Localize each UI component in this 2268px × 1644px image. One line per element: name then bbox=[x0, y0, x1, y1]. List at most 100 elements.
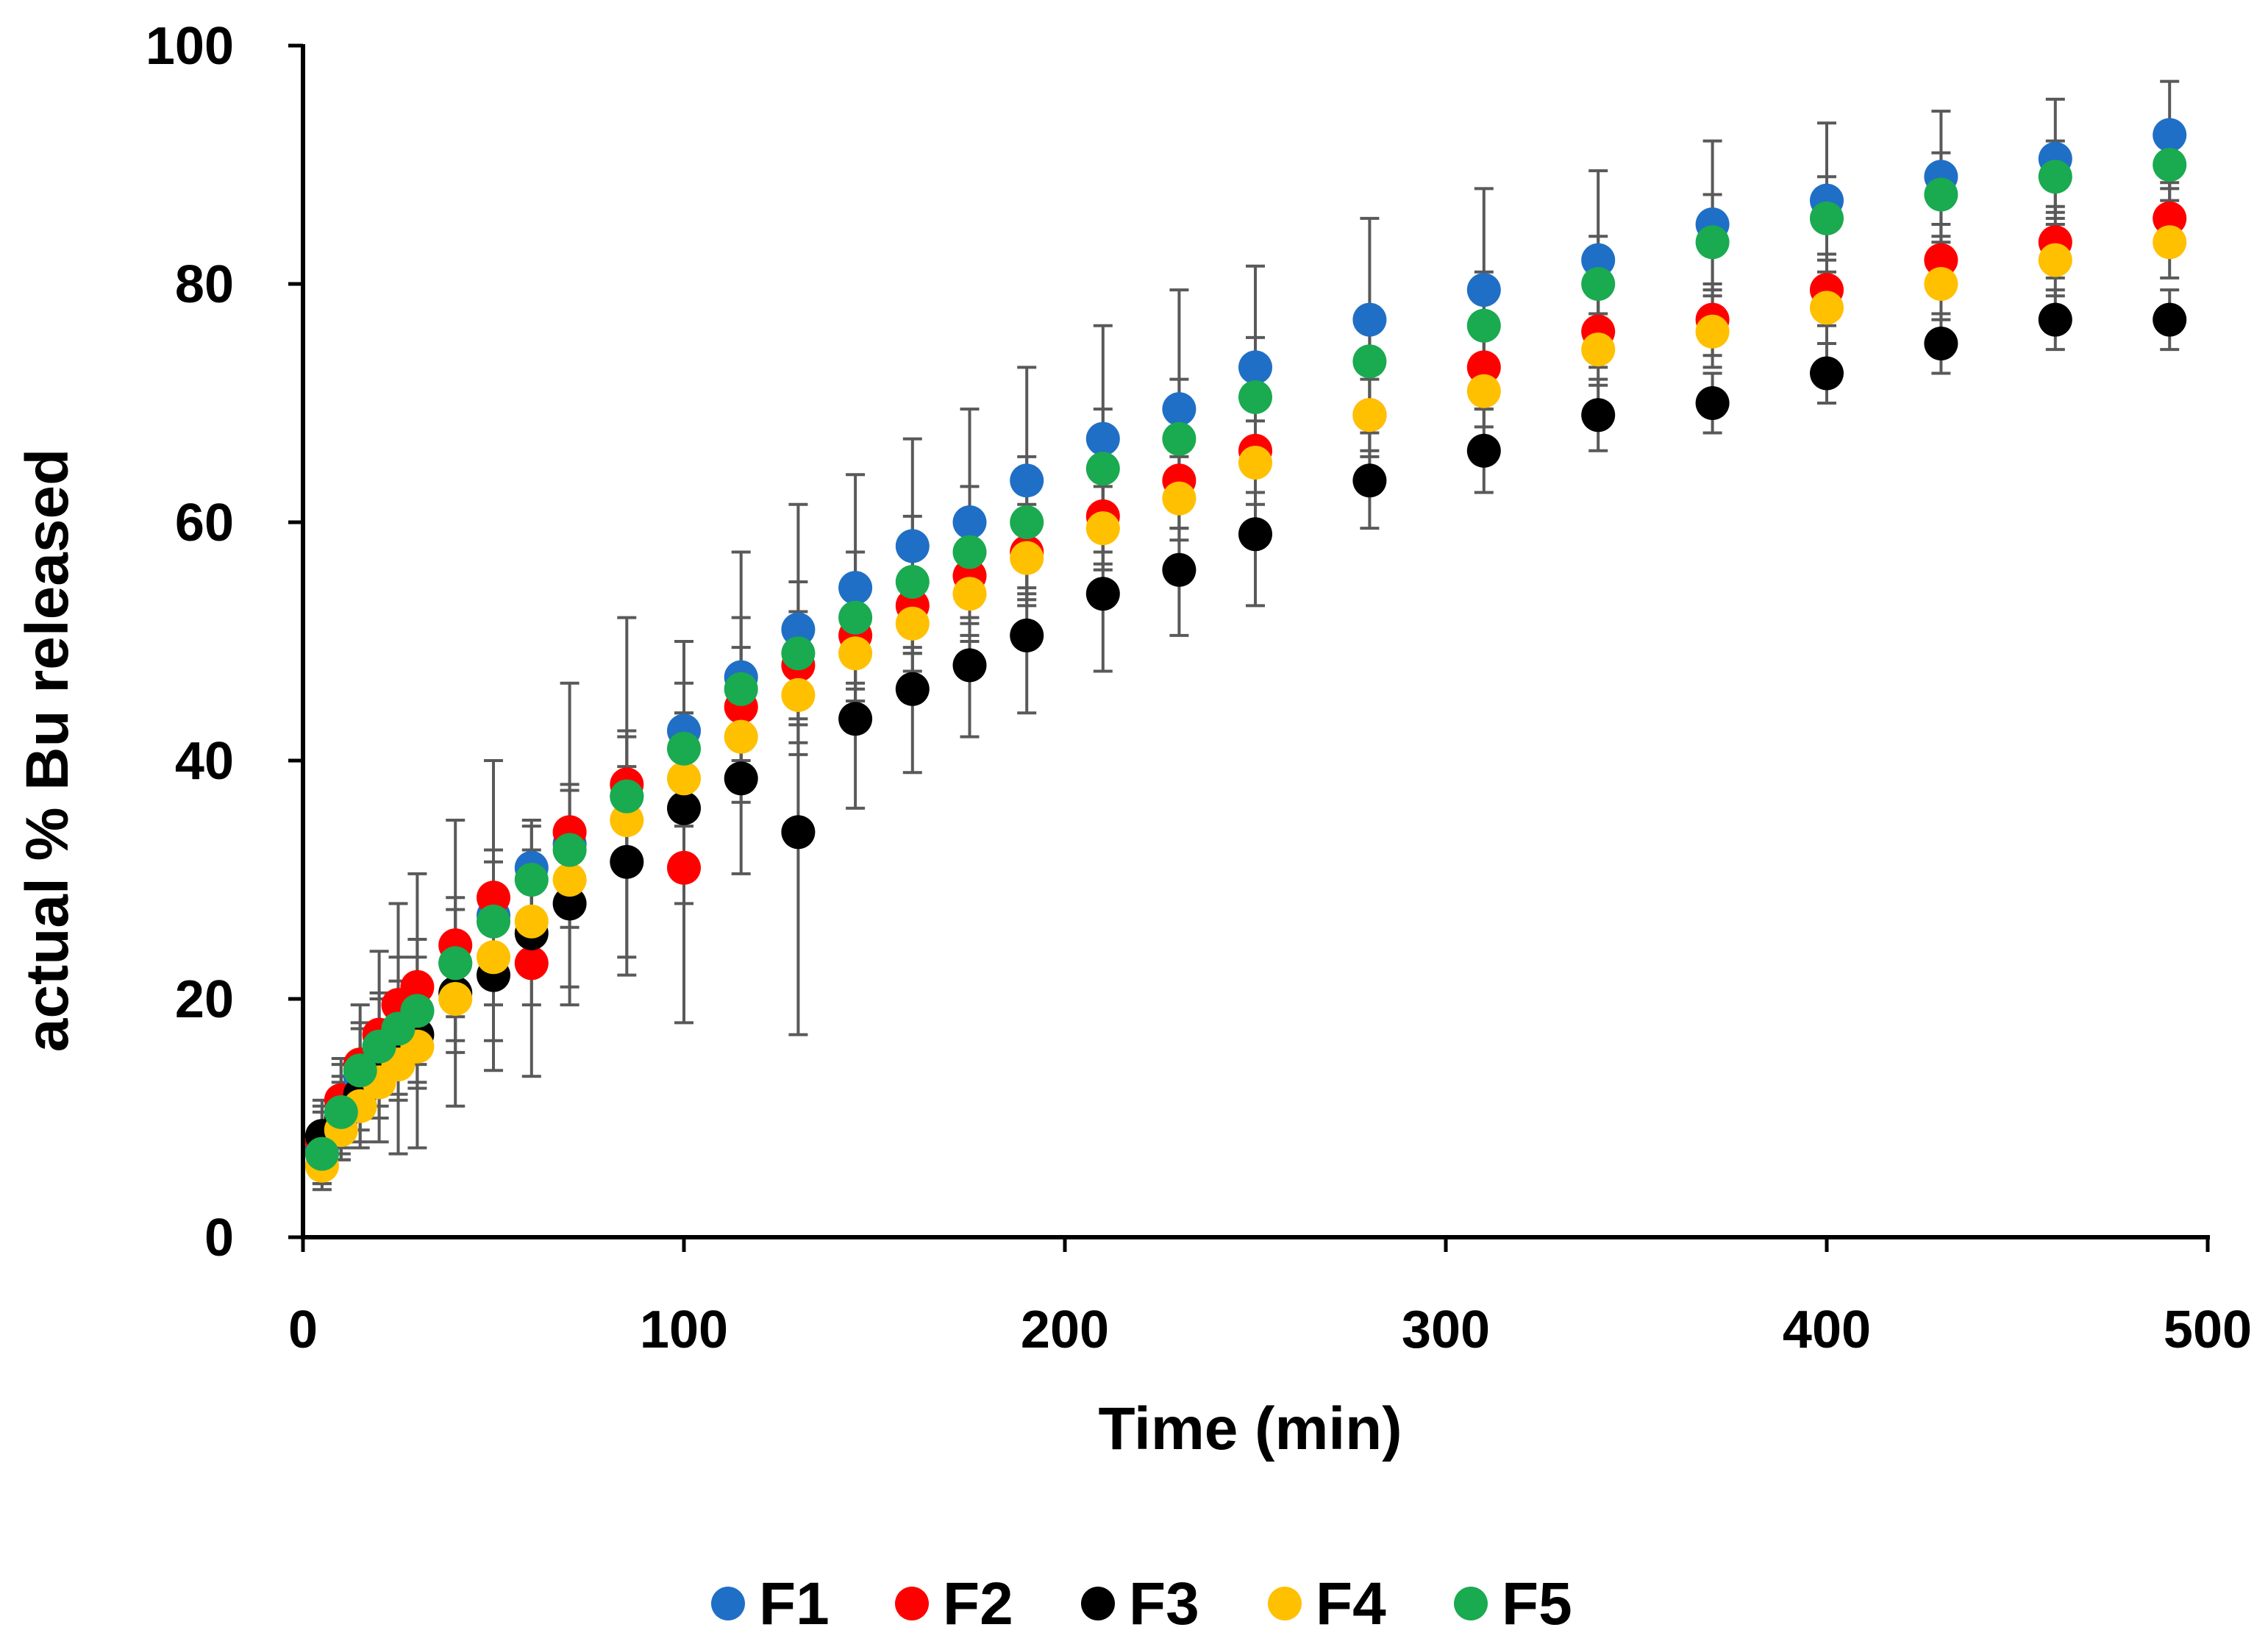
data-point bbox=[610, 779, 644, 814]
legend-label: F2 bbox=[943, 1570, 1013, 1637]
data-point bbox=[1238, 517, 1272, 552]
data-point bbox=[838, 702, 873, 736]
x-tick-label: 0 bbox=[288, 1300, 318, 1359]
data-point bbox=[838, 571, 873, 605]
series-f1 bbox=[304, 118, 2187, 1165]
data-point bbox=[514, 863, 549, 897]
x-tick-label: 500 bbox=[2164, 1300, 2252, 1359]
data-point bbox=[324, 1095, 358, 1129]
data-point bbox=[400, 969, 435, 1004]
y-tick-label: 60 bbox=[175, 494, 234, 552]
data-point bbox=[438, 946, 473, 981]
legend: F1 F2 F3 F4 F5 bbox=[711, 1570, 1572, 1637]
data-point bbox=[1466, 273, 1501, 307]
data-point bbox=[477, 940, 510, 975]
legend-marker bbox=[895, 1587, 929, 1620]
data-point bbox=[1085, 577, 1120, 611]
data-point bbox=[1924, 243, 1958, 277]
tick-labels: 0 20 40 60 80 100 0 100 200 300 400 500 bbox=[146, 17, 2252, 1359]
data-point bbox=[952, 505, 987, 539]
series-f5 bbox=[304, 148, 2187, 1171]
data-point bbox=[781, 815, 816, 850]
data-point bbox=[1581, 243, 1616, 277]
data-point bbox=[1162, 481, 1197, 516]
data-point bbox=[1352, 302, 1387, 337]
data-point bbox=[552, 863, 587, 897]
data-point bbox=[952, 648, 987, 683]
legend-item-f5: F5 bbox=[1454, 1570, 1572, 1637]
data-point bbox=[1810, 201, 1844, 235]
data-point bbox=[1810, 356, 1844, 391]
data-point bbox=[552, 833, 587, 867]
x-tick-label: 300 bbox=[1402, 1300, 1490, 1359]
data-point bbox=[781, 677, 816, 712]
data-point bbox=[895, 672, 930, 706]
data-point bbox=[2038, 243, 2072, 277]
data-point bbox=[1695, 386, 1730, 420]
legend-marker bbox=[1454, 1587, 1488, 1620]
data-point bbox=[1466, 374, 1501, 408]
x-tick-label: 400 bbox=[1783, 1300, 1871, 1359]
data-point bbox=[667, 850, 701, 885]
legend-item-f3: F3 bbox=[1081, 1570, 1199, 1637]
y-axis-title: actual % Bu released bbox=[14, 449, 81, 1052]
data-point bbox=[895, 606, 930, 641]
data-point bbox=[1695, 225, 1730, 260]
x-axis-title: Time (min) bbox=[1098, 1395, 1402, 1462]
data-point bbox=[2038, 160, 2072, 194]
data-point bbox=[1162, 421, 1197, 456]
legend-label: F1 bbox=[759, 1570, 830, 1637]
legend-item-f1: F1 bbox=[711, 1570, 830, 1637]
data-point bbox=[895, 529, 930, 563]
data-point bbox=[1352, 398, 1387, 433]
data-point bbox=[1238, 446, 1272, 480]
data-point bbox=[400, 994, 435, 1028]
data-point bbox=[1581, 267, 1616, 301]
data-point bbox=[514, 904, 549, 939]
data-point bbox=[1085, 511, 1120, 546]
y-tick-label: 0 bbox=[204, 1209, 234, 1267]
data-point bbox=[2153, 118, 2187, 152]
data-point bbox=[1352, 344, 1387, 379]
data-point bbox=[1085, 452, 1120, 486]
data-point bbox=[610, 803, 644, 837]
data-point bbox=[1924, 177, 1958, 212]
axes bbox=[288, 43, 2210, 1252]
data-point bbox=[952, 577, 987, 611]
data-point bbox=[610, 844, 644, 879]
data-point bbox=[667, 791, 701, 825]
data-point bbox=[2153, 302, 2187, 337]
data-points bbox=[304, 118, 2187, 1183]
data-point bbox=[1010, 463, 1044, 498]
x-tick-label: 100 bbox=[640, 1300, 728, 1359]
legend-item-f4: F4 bbox=[1268, 1570, 1386, 1637]
data-point bbox=[838, 636, 873, 671]
data-point bbox=[1695, 314, 1730, 349]
y-tick-label: 40 bbox=[175, 732, 234, 791]
y-tick-label: 100 bbox=[146, 17, 234, 76]
data-point bbox=[304, 1136, 339, 1171]
x-tick-label: 200 bbox=[1021, 1300, 1109, 1359]
data-point bbox=[1352, 463, 1387, 498]
legend-label: F3 bbox=[1129, 1570, 1199, 1637]
data-point bbox=[1466, 433, 1501, 468]
data-point bbox=[2153, 148, 2187, 182]
data-point bbox=[781, 612, 816, 647]
legend-label: F4 bbox=[1316, 1570, 1386, 1637]
data-point bbox=[1010, 618, 1044, 652]
legend-item-f2: F2 bbox=[895, 1570, 1013, 1637]
data-point bbox=[1581, 332, 1616, 367]
data-point bbox=[1085, 421, 1120, 456]
legend-marker bbox=[1268, 1587, 1302, 1620]
y-tick-label: 80 bbox=[175, 255, 234, 314]
data-point bbox=[1010, 505, 1044, 539]
y-tick-label: 20 bbox=[175, 970, 234, 1029]
data-point bbox=[781, 636, 816, 671]
data-point bbox=[952, 535, 987, 569]
data-point bbox=[724, 672, 758, 706]
legend-marker bbox=[1081, 1587, 1115, 1620]
data-point bbox=[438, 982, 473, 1016]
data-point bbox=[2153, 201, 2187, 235]
data-point bbox=[1924, 267, 1958, 301]
